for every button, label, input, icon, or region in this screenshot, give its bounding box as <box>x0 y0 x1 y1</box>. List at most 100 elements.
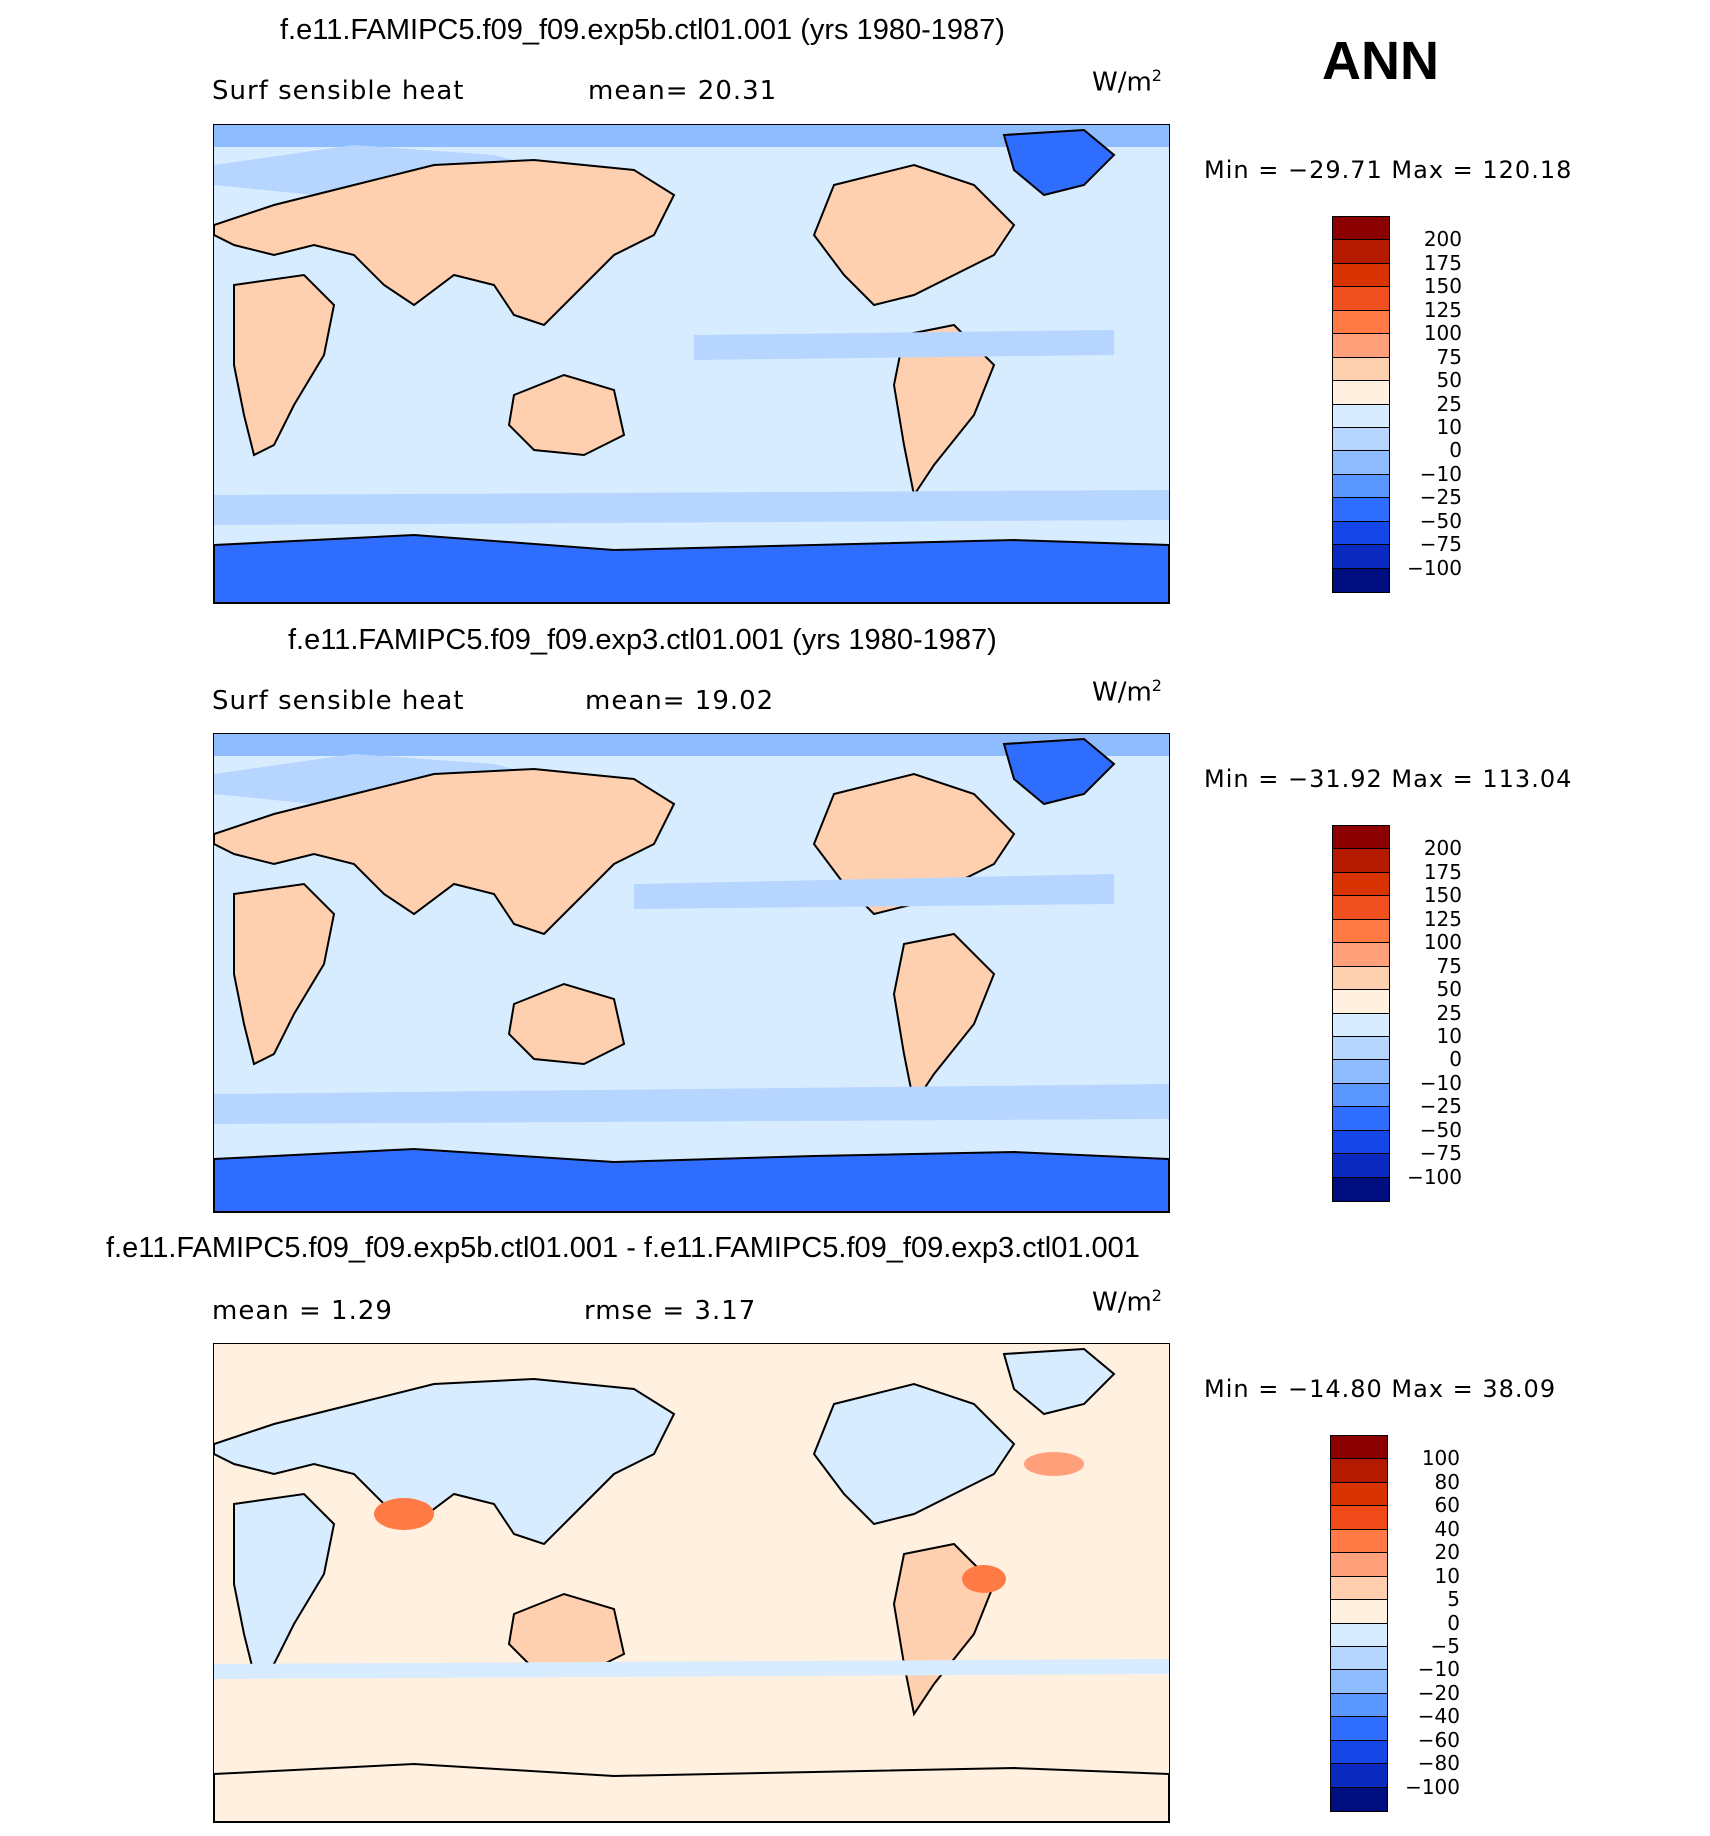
colorbar-label: 100 <box>1423 930 1462 955</box>
colorbar-swatch <box>1331 1459 1387 1483</box>
colorbar-label: −50 <box>1419 1117 1462 1142</box>
panel1-map-svg <box>214 125 1169 603</box>
colorbar-label: −100 <box>1405 1774 1460 1799</box>
panel3-colorbar-labels: 100 80 60 40 20 10 5 0 −5 −10 −20 −40 −60 −80 −100 <box>1398 1435 1460 1810</box>
colorbar-swatch <box>1333 1013 1389 1037</box>
colorbar-swatch <box>1333 427 1389 452</box>
colorbar-label: 75 <box>1436 344 1462 369</box>
colorbar-swatch <box>1333 1083 1389 1108</box>
colorbar-swatch <box>1333 474 1389 499</box>
southern-ocean-band <box>214 1659 1169 1679</box>
colorbar-label: 60 <box>1434 1493 1460 1518</box>
colorbar-label: 150 <box>1423 883 1462 908</box>
colorbar-label: −60 <box>1417 1727 1460 1752</box>
arctic-band <box>214 734 1169 756</box>
colorbar-label: 50 <box>1436 368 1462 393</box>
colorbar-swatch <box>1331 1670 1387 1694</box>
north-america-landmass <box>812 1382 1016 1526</box>
panel2-title: f.e11.FAMIPC5.f09_f09.exp3.ctl01.001 (yr… <box>288 624 997 656</box>
panel1-colorbar-labels: 200 175 150 125 100 75 50 25 10 0 −10 −25 −50 −75 −100 <box>1400 216 1462 591</box>
eurasia-landmass <box>214 767 676 936</box>
panel1-colorbar <box>1332 216 1390 593</box>
panel2-minmax: Min = −31.92 Max = 113.04 <box>1204 765 1573 793</box>
colorbar-label: −20 <box>1417 1680 1460 1705</box>
colorbar-label: 5 <box>1447 1587 1460 1612</box>
panel3-unit: W/m2 <box>1092 1286 1162 1318</box>
colorbar-swatch <box>1331 1717 1387 1741</box>
colorbar-label: 100 <box>1421 1446 1460 1471</box>
panel3-mean: mean = 1.29 <box>212 1296 393 1326</box>
colorbar-label: 75 <box>1436 953 1462 978</box>
colorbar-swatch <box>1331 1787 1387 1811</box>
panel2-colorbar <box>1332 825 1390 1202</box>
colorbar-swatch <box>1333 966 1389 991</box>
colorbar-swatch <box>1333 498 1389 522</box>
panel1-map <box>213 124 1170 604</box>
greenland-landmass <box>1002 737 1116 806</box>
colorbar-label: 175 <box>1423 250 1462 275</box>
colorbar-swatch <box>1333 826 1389 850</box>
colorbar-swatch <box>1331 1553 1387 1577</box>
colorbar-swatch <box>1331 1600 1387 1624</box>
colorbar-swatch <box>1333 990 1389 1014</box>
panel2-mean: mean= 19.02 <box>585 686 775 716</box>
southern-ocean-band <box>214 490 1169 525</box>
colorbar-swatch <box>1331 1506 1387 1530</box>
colorbar-label: −40 <box>1417 1704 1460 1729</box>
colorbar-label: 20 <box>1434 1540 1460 1565</box>
australia-landmass <box>507 373 626 457</box>
antarctica-landmass <box>214 1147 1169 1212</box>
colorbar-label: 40 <box>1434 1516 1460 1541</box>
colorbar-swatch <box>1333 240 1389 264</box>
colorbar-swatch <box>1333 381 1389 405</box>
colorbar-label: 200 <box>1423 227 1462 252</box>
colorbar-swatch <box>1331 1623 1387 1647</box>
colorbar-label: 100 <box>1423 321 1462 346</box>
hotspot-arabia <box>374 1498 434 1530</box>
panel1-unit: W/m2 <box>1092 66 1162 98</box>
colorbar-swatch <box>1333 1060 1389 1084</box>
colorbar-label: 50 <box>1436 977 1462 1002</box>
colorbar-label: 0 <box>1449 438 1462 463</box>
colorbar-label: −10 <box>1419 1070 1462 1095</box>
panel3-map <box>213 1343 1170 1823</box>
colorbar-label: −75 <box>1419 1141 1462 1166</box>
panel3-rmse: rmse = 3.17 <box>584 1296 757 1326</box>
hotspot-atlantic <box>1024 1452 1084 1476</box>
colorbar-label: 150 <box>1423 274 1462 299</box>
colorbar-label: 200 <box>1423 836 1462 861</box>
colorbar-label: 25 <box>1436 1000 1462 1025</box>
eurasia-landmass <box>214 158 676 327</box>
colorbar-swatch <box>1333 1107 1389 1131</box>
africa-landmass <box>233 882 336 1066</box>
colorbar-swatch <box>1331 1646 1387 1671</box>
panel1-variable: Surf sensible heat <box>212 76 465 106</box>
colorbar-swatch <box>1333 568 1389 592</box>
colorbar-swatch <box>1333 872 1389 897</box>
panel1-minmax: Min = −29.71 Max = 120.18 <box>1204 156 1573 184</box>
colorbar-swatch <box>1333 1130 1389 1155</box>
colorbar-swatch <box>1333 357 1389 382</box>
colorbar-label: 25 <box>1436 391 1462 416</box>
colorbar-label: 125 <box>1423 297 1462 322</box>
colorbar-label: 0 <box>1447 1610 1460 1635</box>
africa-landmass <box>233 1492 336 1676</box>
colorbar-label: −100 <box>1407 555 1462 580</box>
greenland-landmass <box>1002 128 1116 197</box>
panel2-map <box>213 733 1170 1213</box>
colorbar-swatch <box>1331 1482 1387 1507</box>
colorbar-label: −25 <box>1419 1094 1462 1119</box>
australia-landmass <box>507 982 626 1066</box>
colorbar-label: −25 <box>1419 485 1462 510</box>
colorbar-swatch <box>1333 287 1389 311</box>
colorbar-label: −5 <box>1430 1633 1460 1658</box>
colorbar-swatch <box>1333 849 1389 873</box>
colorbar-label: 10 <box>1434 1563 1460 1588</box>
eurasia-landmass <box>214 1377 676 1546</box>
hotspot-brazil <box>962 1565 1006 1593</box>
colorbar-swatch <box>1333 334 1389 358</box>
colorbar-label: −100 <box>1407 1164 1462 1189</box>
colorbar-swatch <box>1331 1529 1387 1554</box>
colorbar-label: 10 <box>1436 414 1462 439</box>
greenland-landmass <box>1002 1347 1116 1416</box>
